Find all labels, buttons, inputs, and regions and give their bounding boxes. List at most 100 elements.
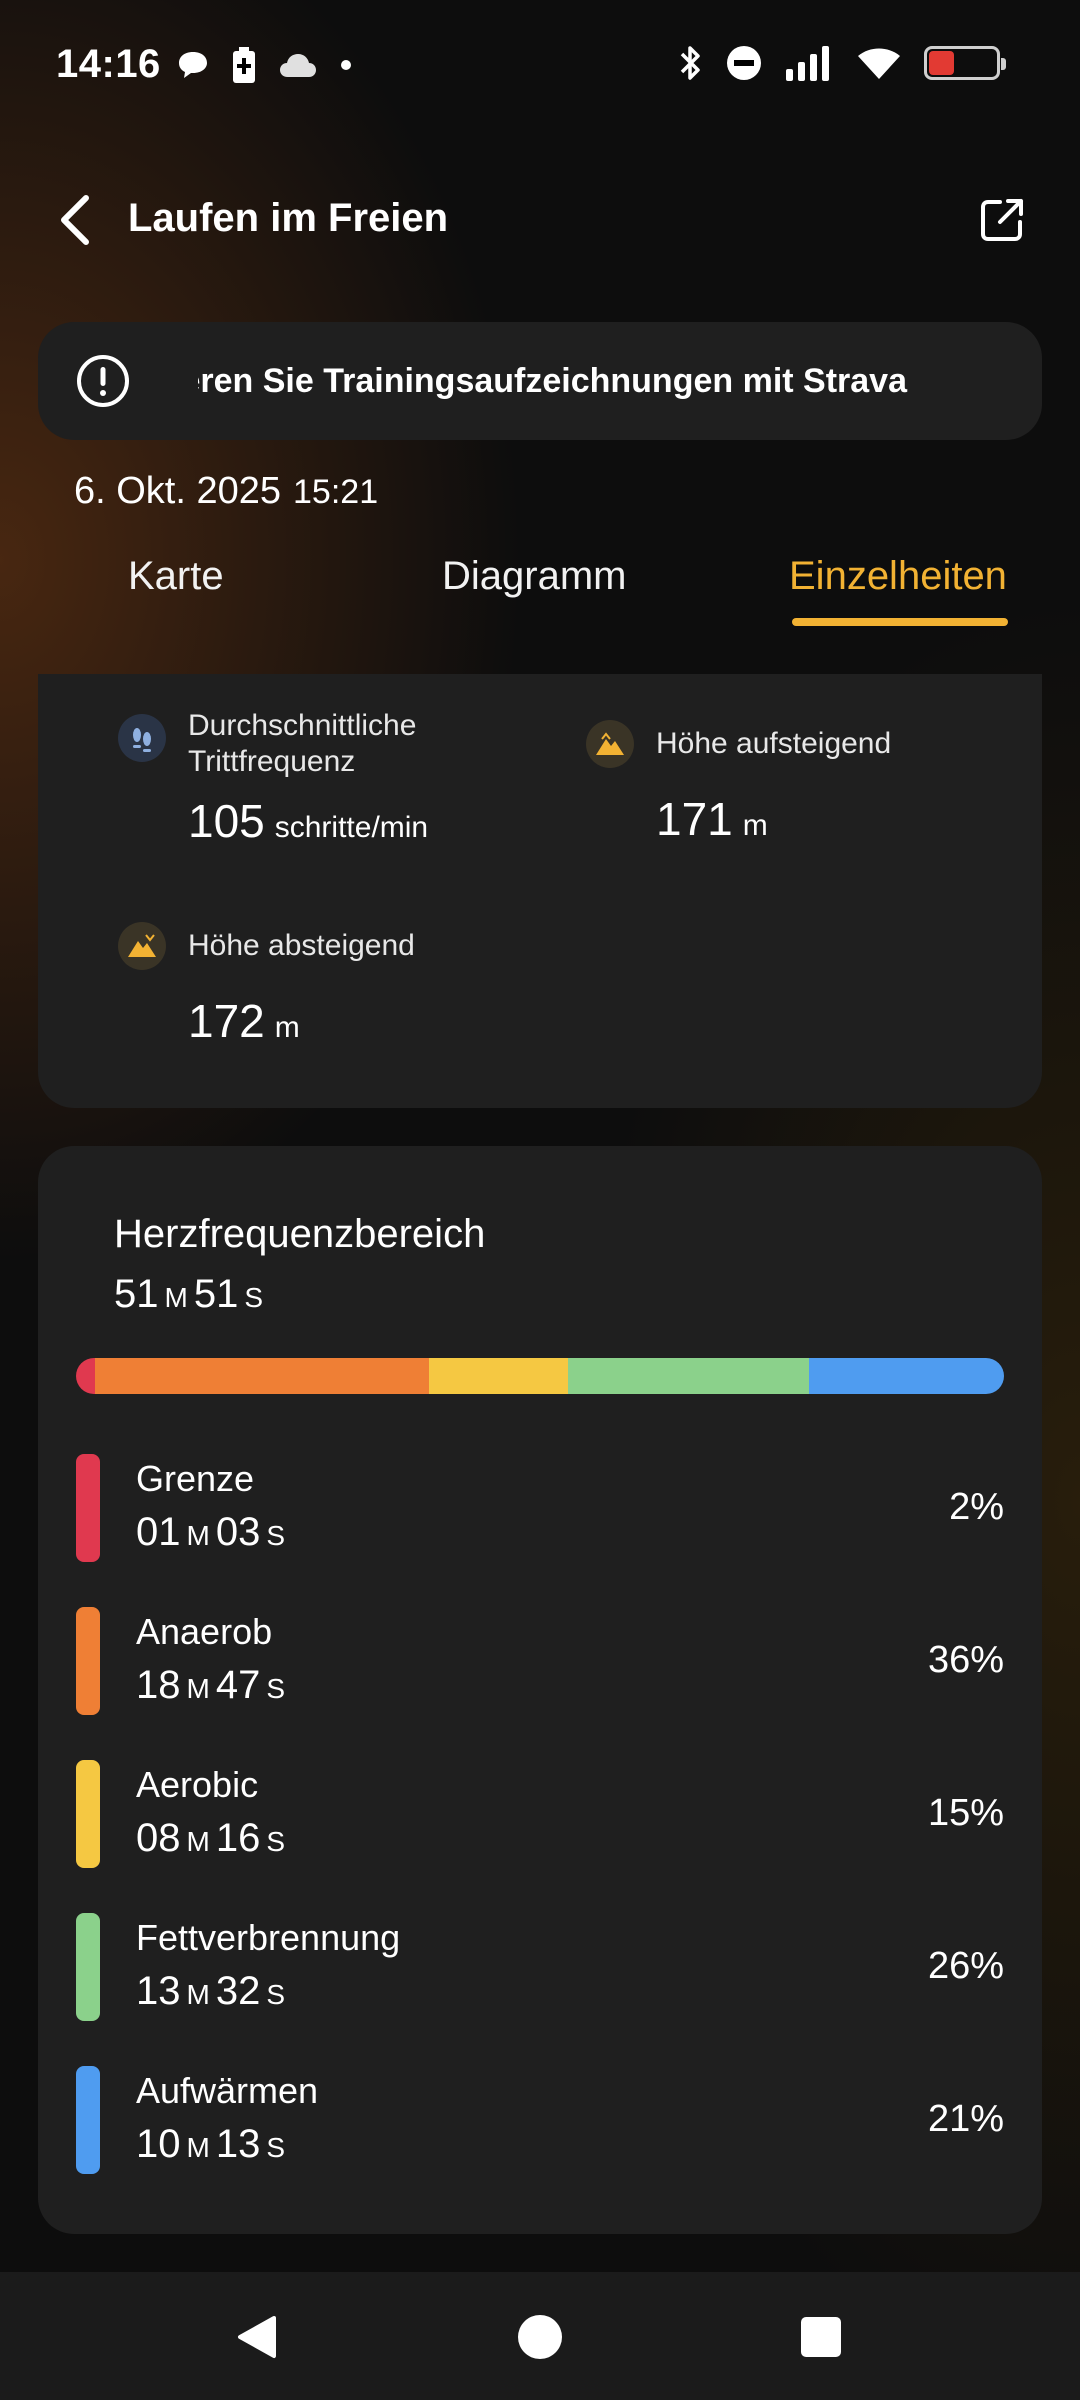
zone-name: Grenze xyxy=(136,1458,255,1499)
zone-name: Aerobic xyxy=(136,1764,259,1805)
nav-home-button[interactable] xyxy=(505,2302,575,2372)
active-tab-indicator xyxy=(792,618,1008,626)
zone-name: Fettverbrennung xyxy=(136,1917,401,1958)
tab-bar: Karte Diagramm Einzelheiten xyxy=(0,540,1080,640)
strava-banner[interactable]: ieren Sie Trainingsaufzeichnungen mit St… xyxy=(38,322,1042,440)
status-bar: 14:16 xyxy=(0,0,1080,130)
do-not-disturb-icon xyxy=(727,46,761,80)
bluetooth-icon xyxy=(680,46,700,80)
mountain-up-icon xyxy=(586,720,634,768)
zone-sec-unit: S xyxy=(266,1826,286,1857)
stats-card: Durchschnittliche Trittfrequenz 105 schri… xyxy=(38,674,1042,1108)
status-time: 14:16 xyxy=(56,42,161,86)
hr-total-sec-unit: S xyxy=(244,1282,264,1313)
battery-icon xyxy=(924,46,1006,80)
nav-back-icon xyxy=(238,2316,276,2358)
ascent-label: Höhe aufsteigend xyxy=(656,727,892,760)
zone-row-fettverbrennung: Fettverbrennung 13 M 32 S 26% xyxy=(76,1913,1004,2023)
system-nav-bar xyxy=(0,2272,1080,2400)
zone-min-unit: M xyxy=(186,1673,210,1704)
zone-min: 18 xyxy=(136,1663,181,1707)
footsteps-icon xyxy=(118,714,166,762)
zone-min: 01 xyxy=(136,1510,181,1554)
info-icon xyxy=(77,355,129,407)
battery-saver-icon xyxy=(233,47,255,83)
zone-min-unit: M xyxy=(186,1826,210,1857)
banner-text: ieren Sie Trainingsaufzeichnungen mit St… xyxy=(198,362,907,400)
zone-color-strip xyxy=(76,1607,100,1715)
zone-sec-unit: S xyxy=(266,1673,286,1704)
zone-sec: 32 xyxy=(215,1969,261,2013)
workout-time: 15:21 xyxy=(293,473,379,511)
zone-sec: 13 xyxy=(215,2122,261,2166)
descent-value: 172 xyxy=(188,995,265,1047)
descent-value-row: 172 m xyxy=(188,994,300,1048)
hr-total-min: 51 xyxy=(114,1272,159,1316)
zone-bar-segment xyxy=(76,1358,95,1394)
zone-min-unit: M xyxy=(186,2132,210,2163)
zone-duration: 08 M 16 S xyxy=(136,1816,291,1861)
ascent-value-row: 171 m xyxy=(656,792,768,846)
tab-einzelheiten[interactable]: Einzelheiten xyxy=(789,554,1007,598)
banner-marquee: ieren Sie Trainingsaufzeichnungen mit St… xyxy=(198,322,982,440)
page-title: Laufen im Freien xyxy=(128,196,449,240)
zone-sec-unit: S xyxy=(266,1520,286,1551)
zone-duration: 10 M 13 S xyxy=(136,2122,291,2167)
zone-percent: 21% xyxy=(927,2098,1004,2140)
status-right-icons xyxy=(678,44,1006,82)
descent-unit: m xyxy=(274,1011,300,1044)
tab-karte[interactable]: Karte xyxy=(128,554,224,598)
zone-percent: 36% xyxy=(927,1639,1004,1681)
nav-recents-icon xyxy=(801,2317,841,2357)
wifi-icon xyxy=(858,48,900,79)
zone-sec-unit: S xyxy=(266,2132,286,2163)
app-header: Laufen im Freien xyxy=(0,170,1080,270)
ascent-value: 171 xyxy=(656,793,733,845)
zone-color-strip xyxy=(76,2066,100,2174)
hr-total-duration: 51 M 51 S xyxy=(114,1272,269,1317)
chevron-left-icon xyxy=(61,195,89,245)
share-button[interactable] xyxy=(968,186,1036,254)
zone-min: 10 xyxy=(136,2122,181,2166)
zone-min: 08 xyxy=(136,1816,181,1860)
zone-color-strip xyxy=(76,1454,100,1562)
zone-min: 13 xyxy=(136,1969,181,2013)
zone-duration: 01 M 03 S xyxy=(136,1510,291,1555)
zone-row-grenze: Grenze 01 M 03 S 2% xyxy=(76,1454,1004,1564)
zone-row-anaerob: Anaerob 18 M 47 S 36% xyxy=(76,1607,1004,1717)
back-button[interactable] xyxy=(40,186,108,254)
hr-total-min-unit: M xyxy=(164,1282,188,1313)
zone-name: Anaerob xyxy=(136,1611,273,1652)
nav-back-button[interactable] xyxy=(222,2302,292,2372)
workout-datetime: 6. Okt. 2025 15:21 xyxy=(74,470,378,513)
workout-date: 6. Okt. 2025 xyxy=(74,470,282,512)
zone-row-aufwaermen: Aufwärmen 10 M 13 S 21% xyxy=(76,2066,1004,2176)
zone-bar-segment xyxy=(94,1358,429,1394)
dot-icon xyxy=(341,60,351,70)
zone-min-unit: M xyxy=(186,1520,210,1551)
cadence-unit: schritte/min xyxy=(274,811,429,844)
zone-min-unit: M xyxy=(186,1979,210,2010)
zone-name: Aufwärmen xyxy=(136,2070,319,2111)
nav-home-icon xyxy=(518,2315,562,2359)
zone-duration: 13 M 32 S xyxy=(136,1969,291,2014)
zone-sec: 47 xyxy=(215,1663,261,1707)
zone-duration: 18 M 47 S xyxy=(136,1663,291,1708)
tab-diagramm[interactable]: Diagramm xyxy=(442,554,627,598)
hr-zone-bar xyxy=(76,1358,1004,1394)
zone-sec-unit: S xyxy=(266,1979,286,2010)
zone-row-aerobic: Aerobic 08 M 16 S 15% xyxy=(76,1760,1004,1870)
zone-bar-segment xyxy=(567,1358,810,1394)
cloud-icon xyxy=(280,54,316,77)
cadence-label: Durchschnittliche Trittfrequenz xyxy=(188,709,417,778)
zone-sec: 03 xyxy=(215,1510,261,1554)
descent-label: Höhe absteigend xyxy=(188,929,415,962)
zone-sec: 16 xyxy=(215,1816,261,1860)
ascent-unit: m xyxy=(742,809,768,842)
zone-percent: 15% xyxy=(927,1792,1004,1834)
zone-color-strip xyxy=(76,1913,100,2021)
nav-recents-button[interactable] xyxy=(786,2302,856,2372)
zone-bar-segment xyxy=(428,1358,568,1394)
mountain-down-icon xyxy=(118,922,166,970)
zone-percent: 2% xyxy=(949,1486,1004,1528)
